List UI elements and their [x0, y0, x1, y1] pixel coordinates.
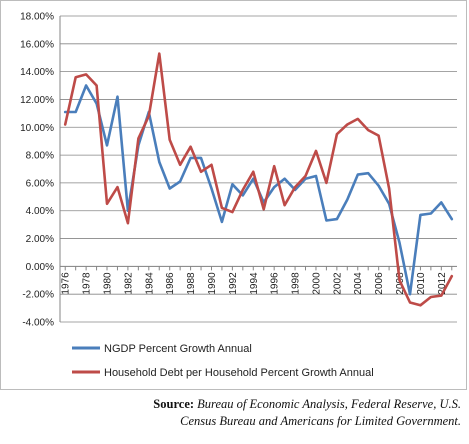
source-line-1: Bureau of Economic Analysis, Federal Res…: [197, 397, 461, 411]
x-tick-label: 1990: [207, 272, 218, 295]
x-tick-label: 1980: [103, 272, 114, 295]
x-axis: [60, 265, 457, 271]
x-tick-label: 1976: [61, 272, 72, 295]
y-tick-label: -4.00%: [22, 318, 54, 329]
x-axis-ticks: 1976 1978 1980 1982 1984 1986 1988 1990 1992 1994…: [61, 272, 448, 295]
y-tick-label: 2.00%: [26, 234, 54, 245]
series-lines: [63, 52, 454, 307]
gridlines: [59, 15, 457, 323]
y-tick-label: 12.00%: [20, 95, 54, 106]
x-tick-label: 2006: [374, 272, 385, 295]
x-tick-label: 1986: [165, 272, 176, 295]
x-tick-label: 2010: [416, 272, 427, 295]
source-label: Source:: [153, 397, 195, 411]
y-tick-label: 0.00%: [26, 262, 54, 273]
household-debt-growth-line: [63, 52, 454, 307]
y-tick-label: 16.00%: [20, 39, 54, 50]
y-tick-label: 18.00%: [20, 12, 54, 23]
source-note: Source: Bureau of Economic Analysis, Fed…: [6, 396, 461, 430]
x-tick-label: 1982: [123, 272, 134, 295]
x-tick-label: 1996: [270, 272, 281, 295]
y-tick-label: -2.00%: [22, 290, 54, 301]
x-tick-label: 2002: [332, 272, 343, 295]
legend: NGDP Percent Growth Annual Household Debt…: [72, 343, 374, 379]
x-tick-label: 1988: [186, 272, 197, 295]
x-tick-label: 1994: [249, 272, 260, 295]
x-tick-label: 1992: [228, 272, 239, 295]
legend-label: NGDP Percent Growth Annual: [104, 343, 252, 355]
x-tick-label: 1978: [82, 272, 93, 295]
x-tick-label: 2012: [437, 272, 448, 295]
y-tick-label: 14.00%: [20, 67, 54, 78]
x-tick-label: 1998: [291, 272, 302, 295]
y-axis-ticks: -4.00% -2.00% 0.00% 2.00% 4.00% 6.00% 8.00% 10.…: [20, 12, 54, 329]
x-tick-label: 2004: [353, 272, 364, 295]
y-tick-label: 6.00%: [26, 178, 54, 189]
line-chart: -4.00% -2.00% 0.00% 2.00% 4.00% 6.00% 8.00% 10.…: [20, 12, 457, 379]
x-tick-label: 2000: [311, 272, 322, 295]
y-tick-label: 10.00%: [20, 123, 54, 134]
x-tick-label: 1984: [144, 272, 155, 295]
y-tick-label: 4.00%: [26, 206, 54, 217]
y-tick-label: 8.00%: [26, 151, 54, 162]
source-line-2: Census Bureau and Americans for Limited …: [180, 414, 461, 428]
legend-label: Household Debt per Household Percent Gro…: [104, 367, 374, 379]
